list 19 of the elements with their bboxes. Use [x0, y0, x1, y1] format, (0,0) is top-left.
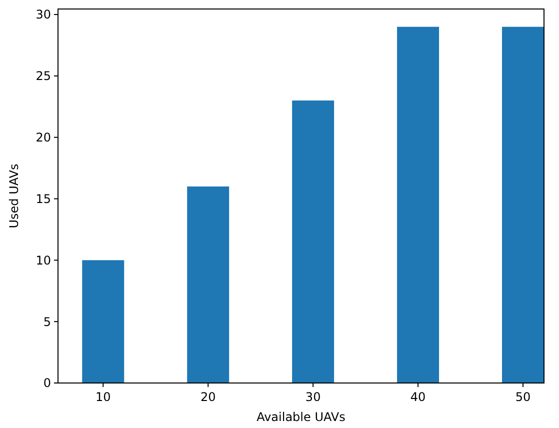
y-axis-title: Used UAVs — [7, 164, 21, 228]
x-tick-label: 50 — [515, 390, 531, 404]
bar — [187, 186, 230, 383]
y-tick-label: 30 — [36, 8, 51, 22]
x-axis-title: Available UAVs — [256, 410, 346, 424]
y-tick-label: 10 — [36, 253, 51, 268]
y-tick-label: 25 — [36, 69, 51, 84]
y-tick-label: 20 — [36, 130, 51, 145]
x-tick-label: 30 — [305, 390, 321, 404]
bar — [82, 260, 124, 383]
bar — [397, 26, 440, 383]
bar — [502, 26, 544, 383]
x-tick-label: 10 — [95, 390, 111, 404]
y-tick-label: 5 — [43, 314, 51, 329]
x-tick-label: 20 — [200, 390, 216, 404]
x-tick-label: 40 — [410, 390, 426, 404]
bar — [292, 100, 334, 383]
y-tick-label: 0 — [43, 376, 51, 390]
y-tick-label: 15 — [36, 192, 51, 206]
